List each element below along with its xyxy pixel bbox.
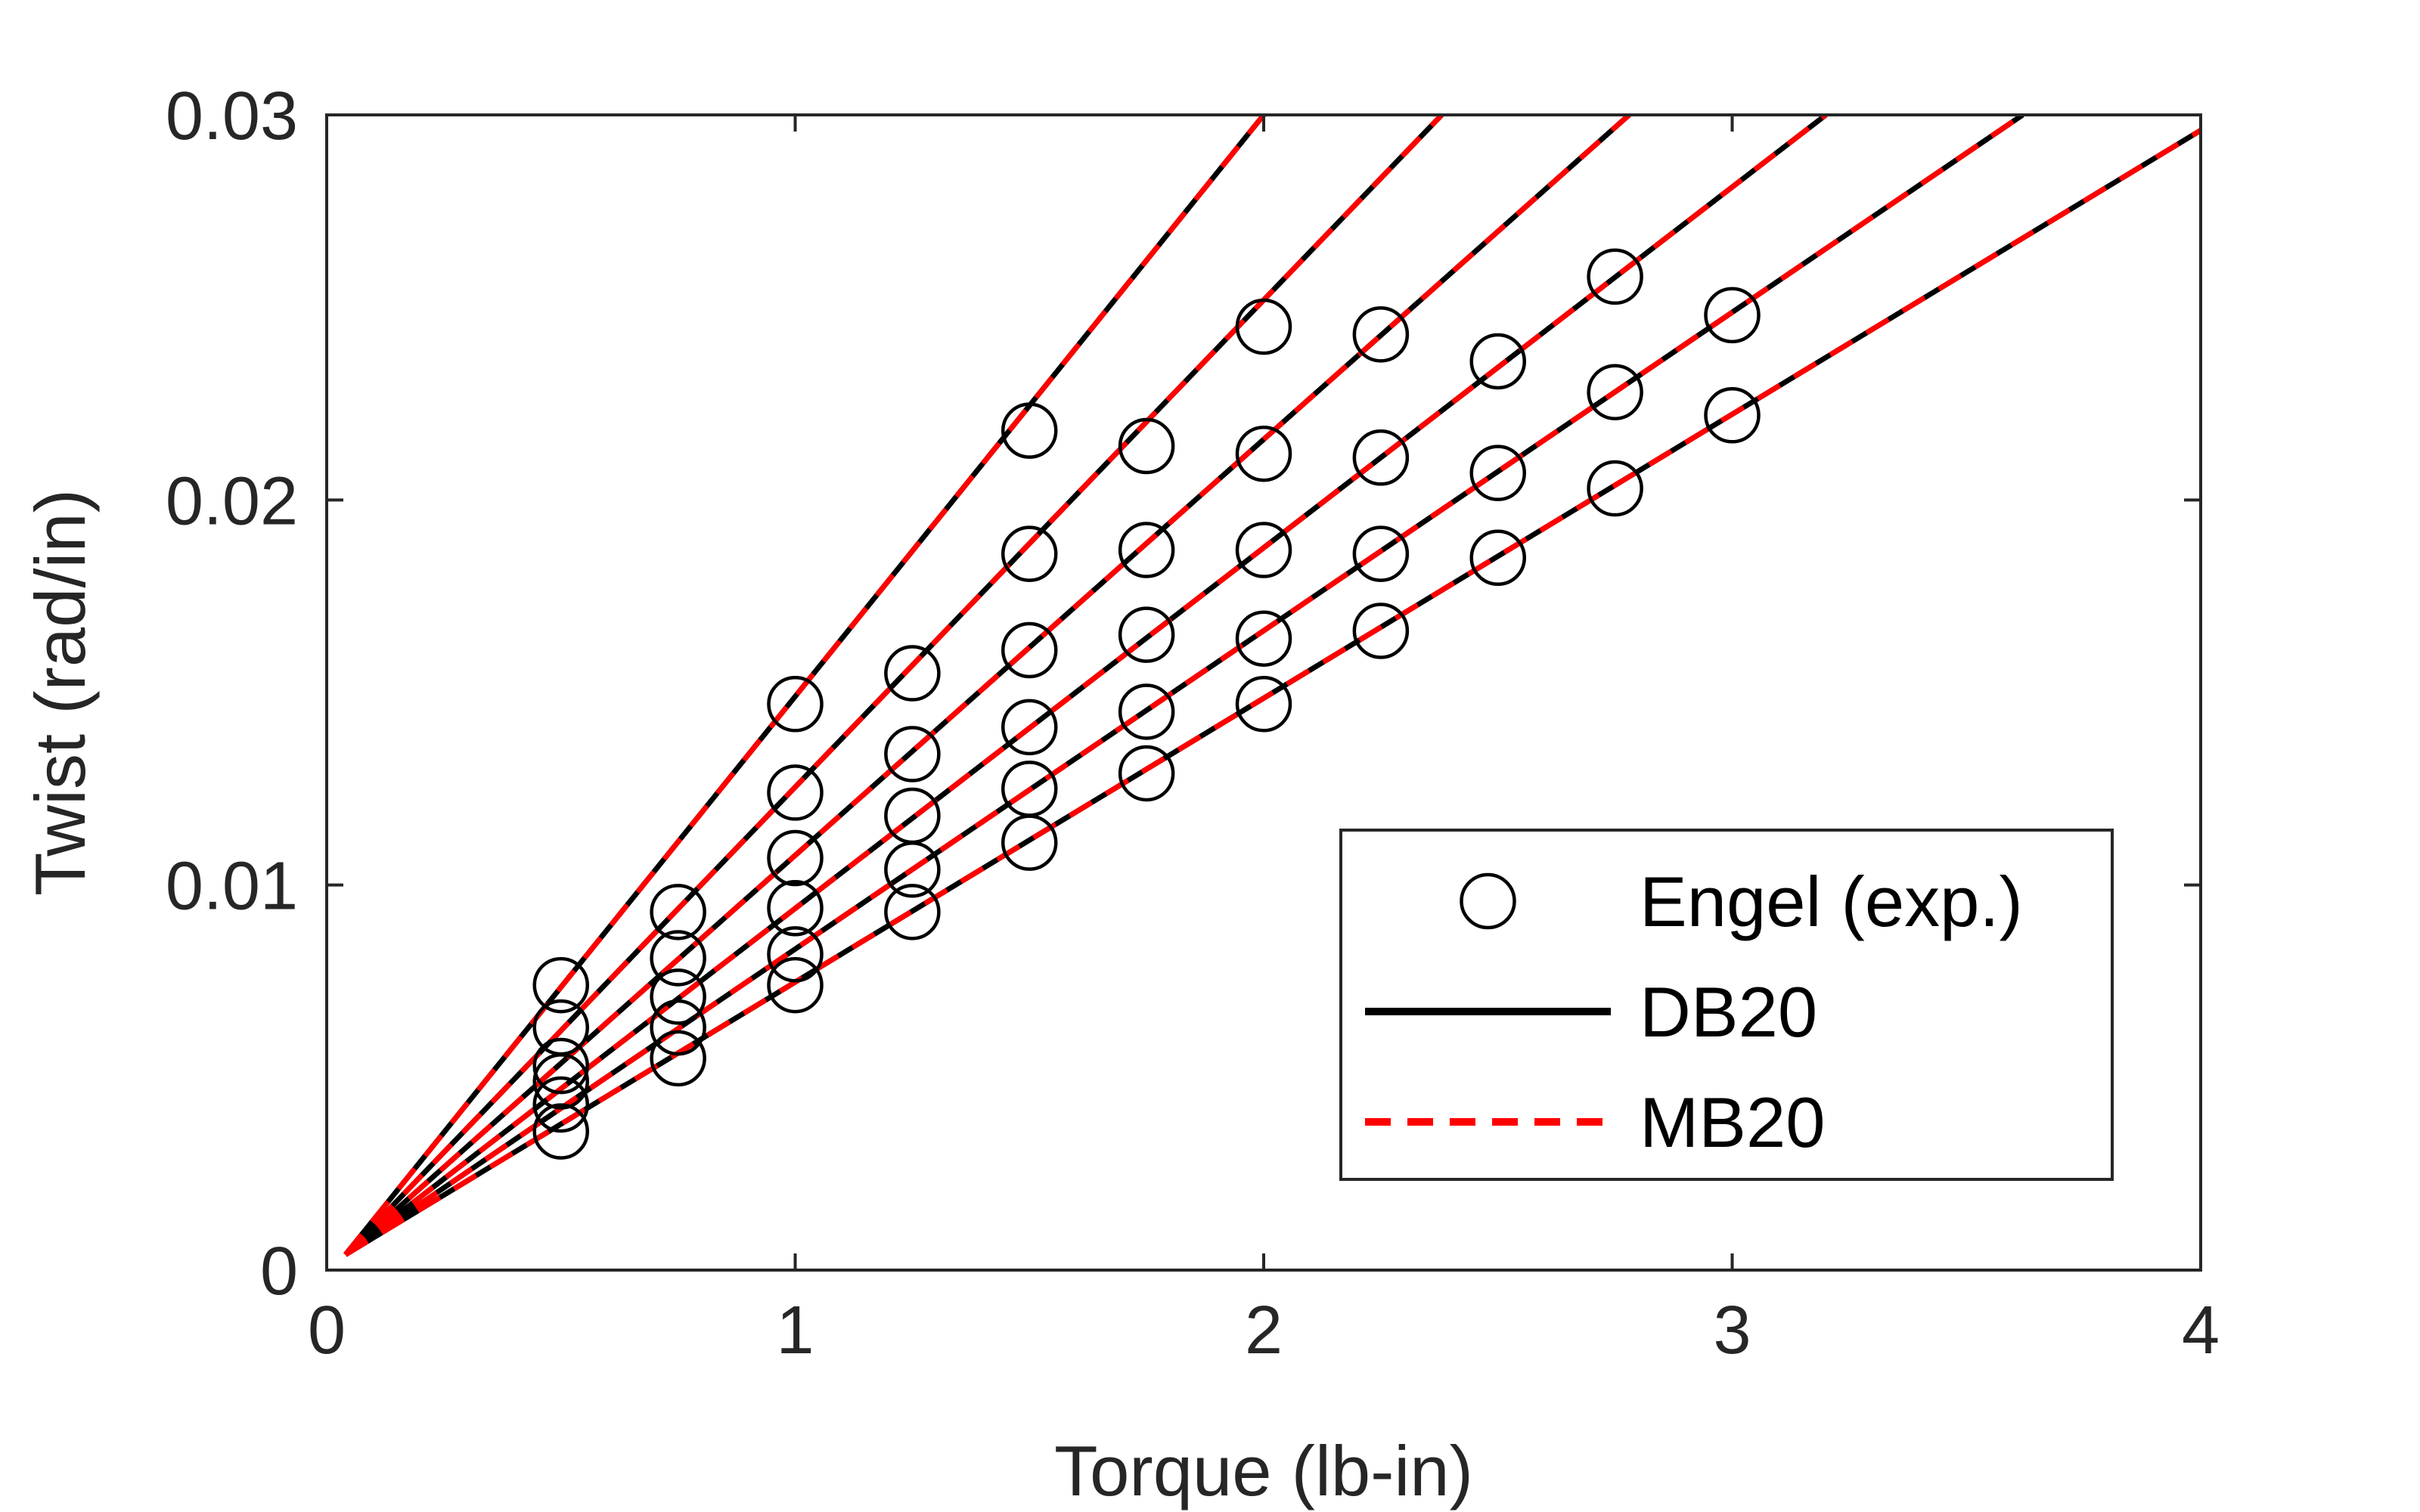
engel-point-3 [532, 1037, 589, 1095]
engel-point-26 [1001, 699, 1058, 756]
engel-point-29 [1118, 417, 1175, 475]
x-axis-label: Torque (lb-in) [1054, 1431, 1473, 1510]
engel-point-21 [884, 841, 941, 898]
engel-point-28 [1001, 814, 1058, 871]
x-tick-label: 2 [1245, 1293, 1283, 1368]
engel-point-17 [767, 956, 824, 1014]
engel-point-39 [1352, 306, 1410, 363]
engel-point-13 [767, 764, 824, 821]
y-tick-label: 0.01 [166, 849, 298, 925]
engel-point-34 [1235, 298, 1292, 355]
engel-point-31 [1118, 606, 1175, 663]
engel-point-37 [1235, 610, 1292, 667]
engel-point-49 [1704, 287, 1761, 344]
x-tick-label: 4 [2182, 1293, 2220, 1368]
engel-point-5 [532, 1076, 589, 1133]
engel-point-1 [532, 956, 589, 1014]
x-tick-label: 1 [776, 1293, 814, 1368]
mb20-line-2 [343, 115, 1444, 1257]
engel-point-46 [1587, 248, 1643, 305]
engel-point-40 [1352, 429, 1410, 486]
engel-point-30 [1118, 522, 1175, 578]
engel-point-9 [650, 968, 706, 1025]
engel-point-38 [1235, 676, 1292, 733]
y-axis-label: Twist (rad/in) [20, 489, 100, 896]
engel-point-19 [884, 726, 941, 782]
tick-label-layer: 0 1 2 3 4 0 0.01 0.02 0.03 [166, 79, 2220, 1368]
y-tick-label: 0.02 [166, 463, 298, 539]
engel-point-33 [1118, 745, 1175, 802]
engel-point-45 [1469, 529, 1526, 586]
axes-layer [325, 113, 2202, 1272]
legend-mb20-label: MB20 [1640, 1083, 1826, 1162]
engel-point-41 [1352, 525, 1410, 582]
legend-engel-marker [1460, 872, 1516, 930]
engel-point-7 [650, 884, 706, 940]
engel-point-23 [1001, 402, 1058, 459]
engel-point-36 [1235, 522, 1292, 578]
db20-line-5 [343, 115, 2024, 1257]
engel-point-18 [884, 645, 941, 702]
y-tick-label: 0 [260, 1234, 298, 1309]
engel-point-8 [650, 930, 706, 987]
mb20-line-1 [343, 115, 1266, 1256]
engel-point-47 [1587, 364, 1643, 420]
engel-point-11 [650, 1030, 706, 1087]
legend: Engel (exp.) DB20 MB20 [1339, 829, 2114, 1181]
engel-point-24 [1001, 525, 1058, 582]
engel-point-12 [767, 676, 824, 733]
engel-point-32 [1118, 683, 1175, 740]
engel-point-15 [767, 879, 824, 937]
data-layer [343, 115, 2201, 1257]
engel-point-48 [1587, 460, 1643, 517]
x-tick-label: 3 [1713, 1293, 1751, 1368]
legend-engel-label: Engel (exp.) [1640, 862, 2023, 941]
legend-db20-label: DB20 [1640, 972, 1817, 1052]
engel-point-16 [767, 926, 824, 983]
x-tick-label: 0 [308, 1293, 346, 1368]
engel-point-50 [1704, 387, 1761, 444]
engel-point-10 [650, 999, 706, 1056]
mb20-line-3 [343, 115, 1631, 1257]
y-tick-label: 0.03 [166, 79, 298, 154]
engel-point-22 [884, 884, 941, 940]
engel-point-25 [1001, 621, 1058, 679]
engel-point-43 [1469, 333, 1526, 390]
engel-point-42 [1352, 603, 1410, 659]
engel-point-14 [767, 829, 824, 887]
engel-point-4 [532, 1053, 589, 1110]
mb20-line-4 [343, 115, 1828, 1257]
engel-point-35 [1235, 425, 1292, 482]
engel-point-6 [532, 1103, 589, 1160]
engel-point-44 [1469, 445, 1526, 501]
